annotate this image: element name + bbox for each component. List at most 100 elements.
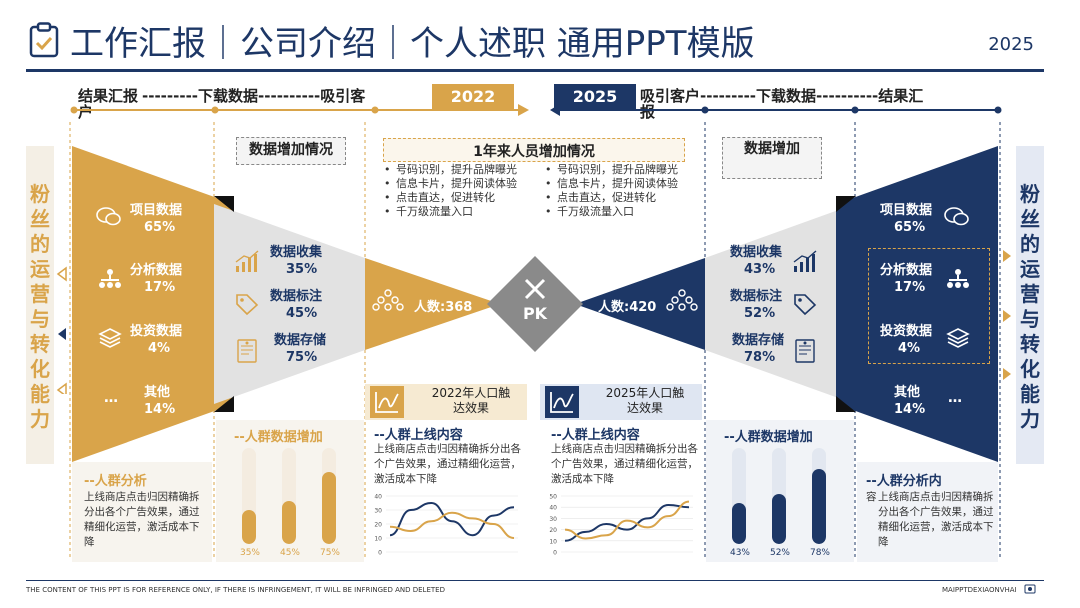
right-bar-2 xyxy=(772,448,786,544)
right-bar-1 xyxy=(732,448,746,544)
timeline-right-text: 吸引客户---------下载数据----------结果汇 xyxy=(640,87,924,105)
footer-divider xyxy=(26,580,1044,581)
right-people-count: 人数:420 xyxy=(598,300,657,315)
timeline-left-wrap: 户 xyxy=(78,103,94,121)
left-mid-store-label: 数据存储 xyxy=(274,333,327,348)
left-item-invest-value: 4% xyxy=(148,341,171,356)
chart-2025-header-text: 2025年人口触达效果 xyxy=(605,386,685,415)
bullet: 点击直达，促进转化 xyxy=(384,191,524,205)
tag-icon xyxy=(794,294,817,316)
left-bar-2 xyxy=(282,448,296,544)
right-mid-collect-label: 数据收集 xyxy=(730,245,783,260)
timeline-left-year-tag: 2022 xyxy=(432,84,514,110)
series-line-1 xyxy=(389,501,515,537)
page-title: 工作汇报｜公司介绍｜个人述职 通用PPT模版 xyxy=(70,24,755,64)
y-tick-label: 50 xyxy=(549,494,557,501)
chat-bubbles-icon xyxy=(96,207,121,226)
left-item-project-label: 项目数据 xyxy=(130,203,183,218)
right-item-project-label: 项目数据 xyxy=(880,203,933,218)
series-line-2 xyxy=(389,511,515,539)
left-item-analysis-value: 17% xyxy=(144,280,176,295)
side-label-left: 粉丝的运营与转化能力 xyxy=(30,182,50,431)
center-box-title: 1年来人员增加情况 xyxy=(473,144,595,160)
right-bar-2-fill xyxy=(772,494,786,544)
y-tick-label: 40 xyxy=(549,505,557,512)
bar-chart-icon xyxy=(235,250,259,272)
pk-swords-icon xyxy=(524,278,546,300)
footer-brand: MAIPPTDEXIAONVHAI xyxy=(942,586,1017,594)
right-bar-3-fill xyxy=(812,469,826,544)
right-funnel-list: 项目数据 65% 分析数据 17% 投资数据 4% 其他 14% … xyxy=(866,200,996,420)
left-mid-list: 数据收集 35% 数据标注 45% 数据存储 75% xyxy=(232,244,362,374)
right-mid-store-label: 数据存储 xyxy=(732,333,785,348)
side-label-right: 粉丝的运营与转化能力 xyxy=(1020,182,1040,431)
side-arrows-right xyxy=(1003,250,1011,380)
right-bars-title: --人群数据增加 xyxy=(724,430,813,445)
chat-bubbles-icon xyxy=(944,207,969,226)
left-bar-1 xyxy=(242,448,256,544)
people-group-icon xyxy=(372,289,404,311)
right-item-analysis-label: 分析数据 xyxy=(880,263,933,278)
timeline-left: 结果汇报 ---------下载数据----------吸引客 户 2022 xyxy=(70,84,530,124)
timeline-right: 2025 吸引客户---------下载数据----------结果汇 报 xyxy=(550,84,1006,124)
clipboard-check-icon xyxy=(29,22,59,58)
right-bar-3 xyxy=(812,448,826,544)
bullet: 号码识别，提升品牌曝光 xyxy=(384,163,524,177)
side-panel-right xyxy=(1016,146,1044,464)
left-bars: 35% 45% 75% xyxy=(232,448,352,558)
right-bar-1-label: 43% xyxy=(729,548,750,558)
right-bar-2-label: 52% xyxy=(769,548,790,558)
y-tick-label: 10 xyxy=(374,536,382,543)
logo-icon xyxy=(1024,584,1036,594)
side-panel-left xyxy=(26,146,54,464)
right-item-invest-label: 投资数据 xyxy=(880,324,933,339)
series-line-1 xyxy=(564,503,690,542)
left-mid-box: 数据增加情况 xyxy=(236,137,346,165)
bullet: 千万级流量入口 xyxy=(545,205,685,219)
bullet: 信息卡片，提升阅读体验 xyxy=(384,177,524,191)
chart-2022-header-text: 2022年人口触达效果 xyxy=(431,386,511,415)
left-analysis-title: --人群分析 xyxy=(84,474,147,489)
y-tick-label: 40 xyxy=(374,494,382,501)
right-analysis-wrap: 容 xyxy=(866,491,877,503)
right-item-invest-value: 4% xyxy=(898,341,921,356)
left-bars-title: --人群数据增加 xyxy=(234,430,323,445)
left-mid-label-value: 45% xyxy=(286,306,318,321)
layers-icon xyxy=(98,328,122,348)
right-analysis-desc: 上线商店点击归因精确拆分出各个广告效果，通过精细化运营，激活成本下降 xyxy=(878,491,994,548)
center-bullets-left: 号码识别，提升品牌曝光 信息卡片，提升阅读体验 点击直达，促进转化 千万级流量入… xyxy=(384,163,524,219)
y-tick-label: 30 xyxy=(549,516,557,523)
left-mid-collect-label: 数据收集 xyxy=(270,245,323,260)
tag-icon xyxy=(236,294,259,316)
right-analysis-title: --人群分析内 xyxy=(866,474,942,489)
left-item-analysis-label: 分析数据 xyxy=(130,263,183,278)
right-mid-store-value: 78% xyxy=(744,350,776,365)
left-item-invest-label: 投资数据 xyxy=(130,324,183,339)
left-mid-collect-value: 35% xyxy=(286,262,318,277)
timeline-left-middle: ---------下载数据----------吸引客 xyxy=(142,87,366,105)
bullet: 信息卡片，提升阅读体验 xyxy=(545,177,685,191)
hierarchy-icon xyxy=(947,269,969,288)
left-funnel-list: 项目数据 65% 分析数据 17% 投资数据 4% … 其他 14% xyxy=(96,200,216,420)
side-arrows-left xyxy=(56,266,67,394)
timeline-left-start: 结果汇报 xyxy=(78,87,139,105)
line-chart-icon xyxy=(545,386,579,418)
left-bar-2-label: 45% xyxy=(279,548,300,558)
y-tick-label: 0 xyxy=(553,550,557,557)
timeline-right-year-tag: 2025 xyxy=(554,84,636,110)
chart-2022-title: --人群上线内容 xyxy=(374,428,463,443)
people-group-icon xyxy=(666,289,698,311)
chart-2025-title: --人群上线内容 xyxy=(551,428,640,443)
y-tick-label: 20 xyxy=(549,527,557,534)
bar-chart-icon xyxy=(793,250,817,272)
left-bar-3-label: 75% xyxy=(319,548,340,558)
bullet: 点击直达，促进转化 xyxy=(545,191,685,205)
ellipsis-icon: … xyxy=(104,390,118,406)
center-box xyxy=(383,138,685,162)
ellipsis-icon: … xyxy=(948,390,962,406)
document-icon xyxy=(237,339,257,363)
y-tick-label: 30 xyxy=(374,508,382,515)
right-item-other-label: 其他 xyxy=(894,385,921,400)
header-year: 2025 xyxy=(988,34,1034,55)
